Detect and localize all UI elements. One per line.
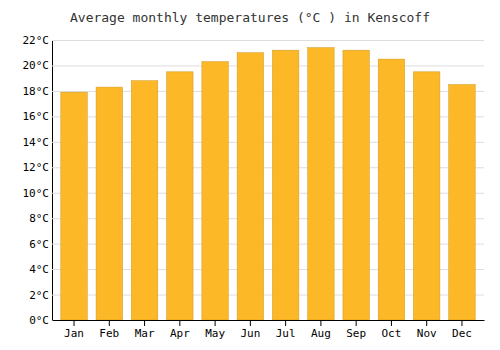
x-tick-label: Jan <box>64 327 84 340</box>
y-tick: 22°C <box>23 34 485 47</box>
x-tick-label: Jun <box>240 327 260 340</box>
x-tick: May <box>205 320 225 340</box>
y-tick-label: 8°C <box>29 212 49 225</box>
x-tick: Aug <box>311 320 331 340</box>
x-tick-label: Nov <box>417 327 437 340</box>
x-tick: Jan <box>64 320 84 340</box>
bar <box>413 72 439 320</box>
x-tick-label: Sep <box>346 327 366 340</box>
chart: Average monthly temperatures (°C ) in Ke… <box>0 0 500 350</box>
x-tick-mark <box>179 320 180 326</box>
bar <box>272 50 298 320</box>
x-tick-mark <box>356 320 357 326</box>
x-tick: Feb <box>99 320 119 340</box>
y-axis-line <box>53 41 485 321</box>
x-tick-label: Jul <box>276 327 296 340</box>
y-axis: 0°C 2°C 4°C 6°C 8°C 10°C 12°C 14°C 16°C 18°C 20°C 2… <box>23 34 485 327</box>
x-tick: Dec <box>452 320 472 340</box>
bar <box>308 48 334 320</box>
bar <box>237 53 263 320</box>
y-tick-label: 4°C <box>29 263 49 276</box>
y-tick-label: 22°C <box>23 34 50 47</box>
bar <box>61 92 87 320</box>
title: Average monthly temperatures (°C ) in Ke… <box>70 10 430 25</box>
y-tick-label: 20°C <box>23 59 50 72</box>
x-tick-mark <box>215 320 216 326</box>
y-tick-label: 16°C <box>23 110 50 123</box>
y-tick-label: 14°C <box>23 136 50 149</box>
x-tick-label: May <box>205 327 225 340</box>
bar <box>343 50 369 320</box>
y-tick-label: 18°C <box>23 85 50 98</box>
x-axis-line <box>53 320 485 321</box>
bars <box>61 48 475 320</box>
x-tick-mark <box>461 320 462 326</box>
y-tick-label: 0°C <box>29 314 49 327</box>
x-tick: Apr <box>170 320 190 340</box>
x-tick: Mar <box>135 320 155 340</box>
x-tick-label: Oct <box>381 327 401 340</box>
x-tick: Sep <box>346 320 366 340</box>
bar <box>449 85 475 320</box>
x-tick-mark <box>109 320 110 326</box>
bar <box>96 87 122 320</box>
bar <box>378 59 404 320</box>
grid-line <box>52 320 484 321</box>
x-tick: Nov <box>417 320 437 340</box>
x-tick: Oct <box>381 320 401 340</box>
x-axis: Jan Feb Mar Apr May Jun Jul Aug Sep Oct Nov Dec <box>53 320 485 340</box>
x-tick-mark <box>391 320 392 326</box>
x-tick-mark <box>320 320 321 326</box>
bar <box>202 62 228 320</box>
y-tick-label: 12°C <box>23 161 50 174</box>
x-tick: Jun <box>240 320 260 340</box>
bar <box>131 81 157 320</box>
x-tick-mark <box>74 320 75 326</box>
x-tick-mark <box>285 320 286 326</box>
x-tick-mark <box>250 320 251 326</box>
x-tick-mark <box>426 320 427 326</box>
y-tick-label: 10°C <box>23 187 50 200</box>
y-tick-label: 2°C <box>29 289 49 302</box>
x-tick: Jul <box>276 320 296 340</box>
x-tick-mark <box>144 320 145 326</box>
plot: 0°C 2°C 4°C 6°C 8°C 10°C 12°C 14°C 16°C 18°C 20°C 2… <box>23 34 485 340</box>
x-tick-label: Feb <box>99 327 119 340</box>
x-tick-label: Apr <box>170 327 190 340</box>
grid-line <box>52 65 484 66</box>
x-tick-label: Aug <box>311 327 331 340</box>
grid-line <box>52 40 484 41</box>
y-tick-label: 6°C <box>29 238 49 251</box>
x-tick-label: Dec <box>452 327 472 340</box>
bar <box>167 72 193 320</box>
x-tick-label: Mar <box>135 327 155 340</box>
